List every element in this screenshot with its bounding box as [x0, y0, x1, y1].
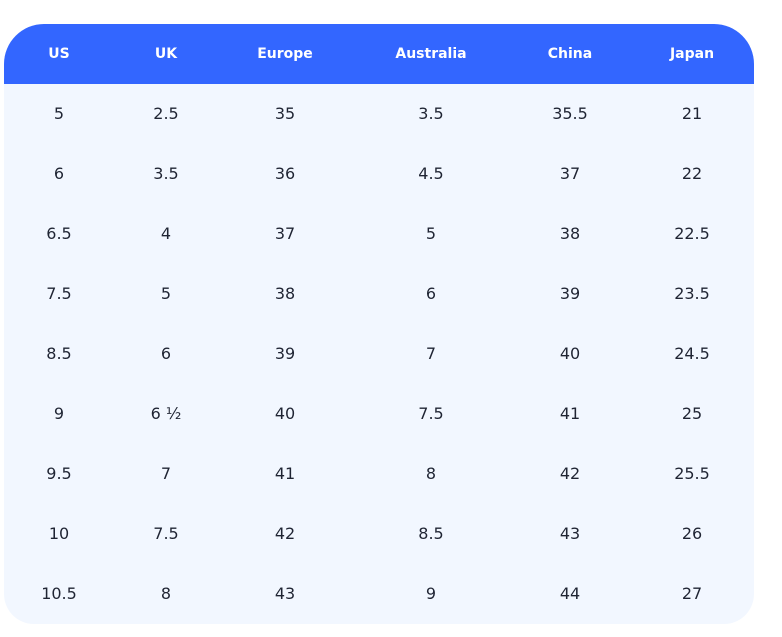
table-cell: 35	[274, 104, 296, 123]
table-cell: 6 ½	[150, 404, 182, 423]
table-cell: 35.5	[552, 104, 588, 123]
table-cell: 37	[559, 164, 581, 183]
table-cell: 42	[274, 524, 296, 543]
table-cell: 7	[160, 464, 172, 483]
table-cell: 10	[48, 524, 70, 543]
table-cell: 40	[274, 404, 296, 423]
table-cell: 7.5	[418, 404, 444, 423]
table-cell: 39	[559, 284, 581, 303]
table-cell: 5	[425, 224, 437, 243]
table-cell: 41	[274, 464, 296, 483]
table-cell: 41	[559, 404, 581, 423]
table-cell: 23.5	[674, 284, 710, 303]
table-cell: 9	[425, 584, 437, 603]
table-cell: 25	[681, 404, 703, 423]
table-cell: 7	[425, 344, 437, 363]
table-cell: 44	[559, 584, 581, 603]
table-cell: 43	[559, 524, 581, 543]
column-header: Australia	[395, 46, 467, 62]
table-cell: 8	[425, 464, 437, 483]
table-cell: 7.5	[46, 284, 72, 303]
table-cell: 39	[274, 344, 296, 363]
table-cell: 4.5	[418, 164, 444, 183]
table-cell: 27	[681, 584, 703, 603]
column-header: Japan	[669, 46, 715, 62]
table-cell: 25.5	[674, 464, 710, 483]
table-cell: 3.5	[153, 164, 179, 183]
table-cell: 36	[274, 164, 296, 183]
table-cell: 9	[53, 404, 65, 423]
table-cell: 24.5	[674, 344, 710, 363]
table-cell: 6	[425, 284, 437, 303]
column-header: China	[547, 46, 593, 62]
table-cell: 6	[160, 344, 172, 363]
table-cell: 5	[53, 104, 65, 123]
table-cell: 37	[274, 224, 296, 243]
table-cell: 2.5	[153, 104, 179, 123]
header-row: US UK Europe Australia China Japan	[4, 24, 754, 84]
table-cell: 4	[160, 224, 172, 243]
table-cell: 22.5	[674, 224, 710, 243]
table-cell: 43	[274, 584, 296, 603]
table-cell: 9.5	[46, 464, 72, 483]
table-cell: 8.5	[418, 524, 444, 543]
table-cell: 38	[559, 224, 581, 243]
table-cell: 8.5	[46, 344, 72, 363]
table-cell: 5	[160, 284, 172, 303]
table-cell: 22	[681, 164, 703, 183]
table-cell: 6.5	[46, 224, 72, 243]
table-cell: 7.5	[153, 524, 179, 543]
table-cell: 38	[274, 284, 296, 303]
table-cell: 10.5	[41, 584, 77, 603]
table-cell: 40	[559, 344, 581, 363]
column-header: UK	[154, 46, 178, 62]
table-cell: 6	[53, 164, 65, 183]
table-cell: 8	[160, 584, 172, 603]
table-cell: 42	[559, 464, 581, 483]
table-cell: 26	[681, 524, 703, 543]
table-cell: 21	[681, 104, 703, 123]
table-cell: 3.5	[418, 104, 444, 123]
column-header: US	[48, 46, 70, 62]
column-header: Europe	[257, 46, 313, 62]
size-table: US UK Europe Australia China Japan 5 2.5 35 3.5 3…	[4, 24, 754, 624]
